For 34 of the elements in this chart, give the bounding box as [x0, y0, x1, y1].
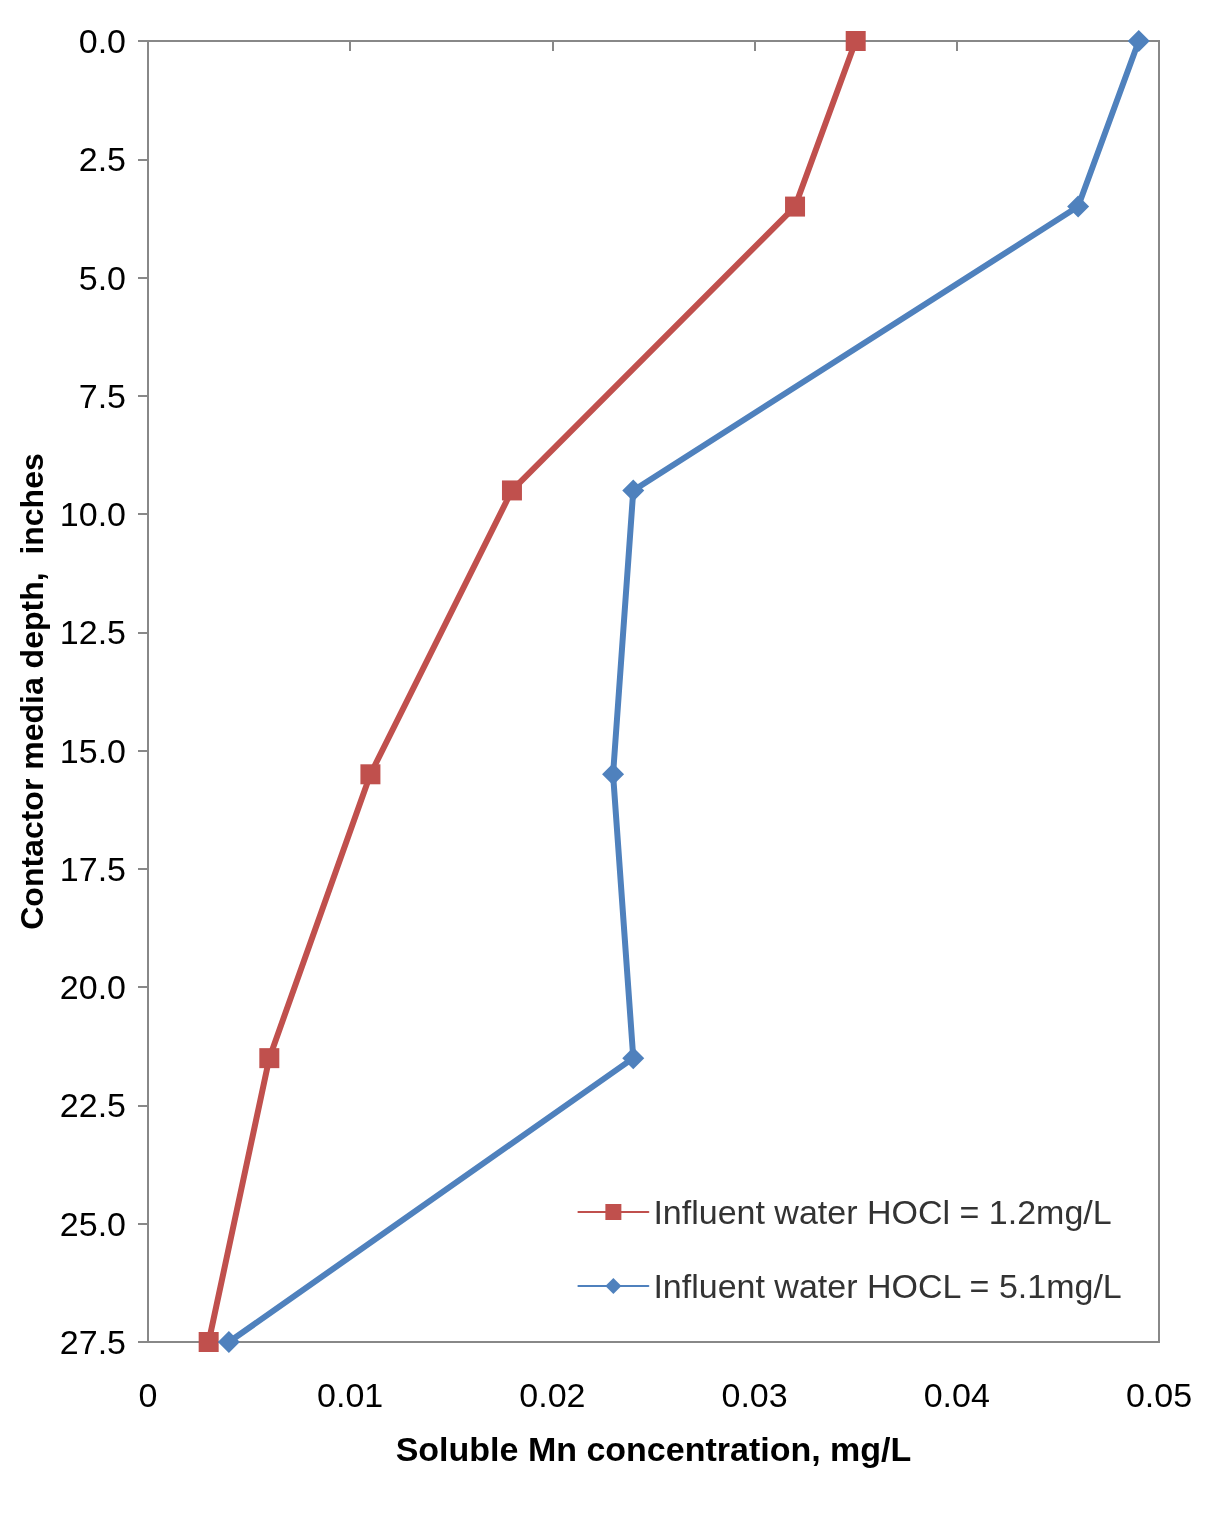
x-tick-label: 0: [138, 1376, 158, 1414]
y-tick-label: 27.5: [59, 1323, 126, 1361]
y-axis-title: Contactor media depth, inches: [14, 453, 50, 930]
y-tick-label: 20.0: [59, 968, 126, 1007]
point: [501, 480, 522, 501]
y-tick-label: 25.0: [59, 1204, 126, 1243]
x-tick-label: 0.03: [721, 1376, 788, 1414]
y-tick-label: 15.0: [59, 731, 126, 770]
point: [198, 1332, 219, 1352]
point: [259, 1048, 280, 1069]
y-tick-label: 17.5: [59, 849, 126, 888]
point: [1127, 30, 1150, 52]
y-tick-label: 2.5: [78, 140, 126, 179]
point: [360, 764, 381, 785]
point: [785, 196, 806, 217]
y-tick-label: 7.5: [78, 376, 126, 415]
x-tick-label: 0.05: [1125, 1376, 1193, 1414]
legend-label: Influent water HOCL = 5.1mg/L: [653, 1267, 1122, 1305]
x-tick-label: 0.02: [519, 1376, 586, 1414]
point: [1067, 195, 1090, 218]
point: [622, 479, 645, 502]
point: [622, 1047, 645, 1070]
point: [602, 763, 625, 786]
y-tick-label: 10.0: [59, 495, 126, 534]
point: [845, 31, 866, 51]
point: [217, 1331, 240, 1353]
x-tick-label: 0.04: [923, 1376, 990, 1414]
y-tick-label: 22.5: [59, 1086, 126, 1125]
legend-label: Influent water HOCl = 1.2mg/L: [653, 1193, 1112, 1231]
x-axis-title: Soluble Mn concentration, mg/L: [395, 1430, 912, 1468]
x-tick-label: 0.01: [317, 1376, 384, 1414]
y-tick-label: 5.0: [78, 258, 126, 297]
y-tick-label: 12.5: [59, 613, 126, 652]
y-tick-label: 0.0: [78, 22, 126, 60]
